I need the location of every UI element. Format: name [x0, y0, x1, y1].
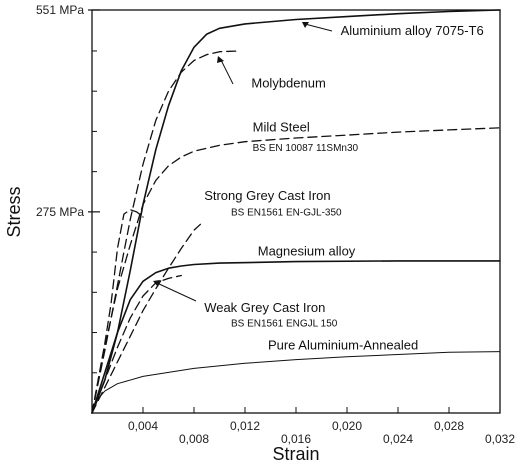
molybdenum-pointer-arrow	[217, 56, 224, 63]
x-tick-label: 0,012	[230, 419, 260, 433]
annotation-bs-en-10087-11smn30: BS EN 10087 11SMn30	[253, 143, 359, 154]
x-tick-label: 0,020	[332, 419, 362, 433]
molybdenum-pointer-line	[220, 59, 234, 85]
series-line-molybdenum	[91, 50, 240, 414]
x-tick-label: 0,028	[434, 419, 464, 433]
data-series	[91, 9, 501, 414]
x-axis-title: Strain	[272, 444, 319, 464]
y-tick-label: 551 MPa	[36, 3, 84, 17]
axis-ticks: 0,004 0,008 0,012 0,016 0,020 0,024 0,028 0,032…	[36, 3, 515, 446]
series-line-aluminium-alloy-7075-t6	[91, 9, 501, 414]
annotation-bs-en1561-engjl-150: BS EN1561 ENGJL 150	[231, 319, 338, 330]
weak-cast-iron-pointer-line	[156, 282, 197, 302]
x-tick-label: 0,016	[281, 432, 311, 446]
aluminium-pointer-line	[304, 23, 333, 32]
annotation-mild-steel: Mild Steel	[253, 119, 310, 134]
annotation-strong-grey-cast-iron: Strong Grey Cast Iron	[204, 188, 330, 203]
annotation-pointers	[153, 22, 333, 302]
x-tick-label: 0,032	[485, 432, 515, 446]
axis-labels: Strain Stress	[4, 186, 320, 464]
weak-cast-iron-pointer-arrow	[153, 280, 160, 287]
series-line-strong-grey-cast-iron	[91, 209, 144, 414]
x-tick-label: 0,004	[128, 419, 158, 433]
annotation-molybdenum: Molybdenum	[251, 76, 325, 91]
series-line-weak-grey-cast-iron	[91, 274, 182, 414]
annotation-bs-en1561-en-gjl-350: BS EN1561 EN-GJL-350	[231, 208, 342, 219]
series-annotations: Aluminium alloy 7075-T6 Molybdenum Mild St…	[204, 23, 484, 353]
series-line-pure-aluminium-annealed	[91, 351, 501, 414]
series-line-mild-steel	[91, 127, 501, 414]
series-line-magnesium-alloy	[91, 260, 501, 414]
x-tick-label: 0,024	[383, 432, 413, 446]
series-line-strong-grey-cast-iron-curve-2	[91, 223, 202, 414]
annotation-aluminium-alloy-7075-t6: Aluminium alloy 7075-T6	[341, 23, 484, 38]
x-tick-label: 0,008	[179, 432, 209, 446]
y-tick-label: 275 MPa	[36, 205, 84, 219]
y-axis-title: Stress	[4, 186, 24, 237]
annotation-weak-grey-cast-iron: Weak Grey Cast Iron	[204, 300, 325, 315]
annotation-pure-aluminium-annealed: Pure Aluminium-Annealed	[268, 337, 418, 352]
aluminium-pointer-arrow	[302, 22, 309, 28]
annotation-magnesium-alloy: Magnesium alloy	[258, 244, 356, 259]
